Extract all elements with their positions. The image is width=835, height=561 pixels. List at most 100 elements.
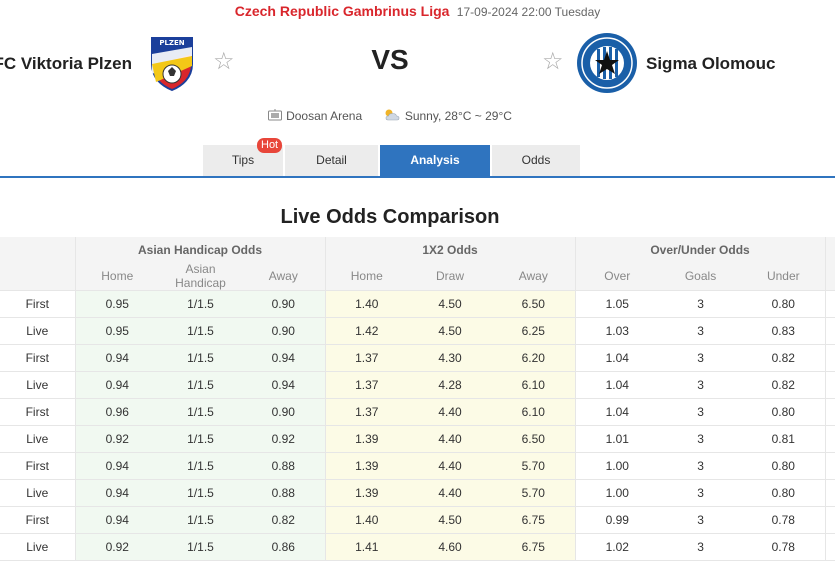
tab-detail[interactable]: Detail bbox=[285, 145, 378, 176]
ou-under-odds[interactable]: 0.80 bbox=[742, 398, 826, 426]
ah-home-odds[interactable]: 0.96 bbox=[74, 398, 159, 426]
1x2-away-odds[interactable]: 6.10 bbox=[492, 371, 576, 399]
ou-over-odds[interactable]: 1.04 bbox=[574, 344, 660, 372]
home-favorite-star-icon[interactable]: ☆ bbox=[213, 48, 235, 75]
ah-away-odds[interactable]: 0.90 bbox=[242, 290, 326, 318]
tab-analysis[interactable]: Analysis bbox=[380, 145, 490, 176]
ou-under-odds[interactable]: 0.80 bbox=[742, 452, 826, 480]
1x2-home-odds[interactable]: 1.39 bbox=[324, 452, 409, 480]
1x2-away-odds[interactable]: 6.50 bbox=[492, 290, 576, 318]
ah-away-odds[interactable]: 0.86 bbox=[242, 533, 326, 561]
1x2-away-odds[interactable]: 6.50 bbox=[492, 425, 576, 453]
1x2-draw-odds[interactable]: 4.50 bbox=[408, 317, 493, 345]
1x2-draw-odds[interactable]: 4.28 bbox=[408, 371, 493, 399]
ou-under-odds[interactable]: 0.78 bbox=[742, 533, 826, 561]
1x2-home-odds[interactable]: 1.37 bbox=[324, 398, 409, 426]
1x2-home-odds[interactable]: 1.37 bbox=[324, 371, 409, 399]
ah-away-odds[interactable]: 0.94 bbox=[242, 344, 326, 372]
1x2-draw-odds[interactable]: 4.50 bbox=[408, 290, 493, 318]
ou-over-odds[interactable]: 1.02 bbox=[574, 533, 660, 561]
match-datetime: 17-09-2024 22:00 Tuesday bbox=[456, 5, 601, 19]
ah-home-odds[interactable]: 0.94 bbox=[74, 506, 159, 534]
1x2-home-odds[interactable]: 1.39 bbox=[324, 425, 409, 453]
ou-over-odds[interactable]: 0.99 bbox=[574, 506, 660, 534]
home-team-name[interactable]: FC Viktoria Plzen bbox=[0, 54, 132, 73]
1x2-away-odds[interactable]: 6.10 bbox=[492, 398, 576, 426]
ah-home-odds[interactable]: 0.94 bbox=[74, 371, 159, 399]
ah-away-odds[interactable]: 0.90 bbox=[242, 398, 326, 426]
1x2-draw-odds[interactable]: 4.40 bbox=[408, 452, 493, 480]
tab-underline bbox=[0, 176, 835, 178]
ou-under-odds[interactable]: 0.78 bbox=[742, 506, 826, 534]
col-1x2-draw: Draw bbox=[408, 262, 493, 291]
ou-under-odds[interactable]: 0.80 bbox=[742, 479, 826, 507]
1x2-home-odds[interactable]: 1.40 bbox=[324, 290, 409, 318]
ou-goals-line: 3 bbox=[659, 425, 743, 453]
col-ou-goals: Goals bbox=[659, 262, 743, 291]
1x2-away-odds[interactable]: 5.70 bbox=[492, 452, 576, 480]
ah-away-odds[interactable]: 0.92 bbox=[242, 425, 326, 453]
ou-under-odds[interactable]: 0.82 bbox=[742, 371, 826, 399]
ou-under-odds[interactable]: 0.82 bbox=[742, 344, 826, 372]
ah-home-odds[interactable]: 0.95 bbox=[74, 317, 159, 345]
ou-over-odds[interactable]: 1.04 bbox=[574, 371, 660, 399]
1x2-away-odds[interactable]: 6.75 bbox=[492, 506, 576, 534]
ah-away-odds[interactable]: 0.82 bbox=[242, 506, 326, 534]
ou-goals-line: 3 bbox=[659, 371, 743, 399]
ah-home-odds[interactable]: 0.94 bbox=[74, 344, 159, 372]
ah-away-odds[interactable]: 0.94 bbox=[242, 371, 326, 399]
table-row: Live 0.94 1/1.5 0.94 1.37 4.28 6.10 1.04 3 0.82 bbox=[0, 371, 835, 399]
hot-badge: Hot bbox=[257, 138, 283, 153]
1x2-away-odds[interactable]: 5.70 bbox=[492, 479, 576, 507]
tab-tips[interactable]: Tips Hot bbox=[203, 138, 283, 176]
1x2-draw-odds[interactable]: 4.30 bbox=[408, 344, 493, 372]
1x2-home-odds[interactable]: 1.39 bbox=[324, 479, 409, 507]
section-title: Live Odds Comparison bbox=[280, 206, 500, 228]
ah-home-odds[interactable]: 0.92 bbox=[74, 533, 159, 561]
versus-label: VS bbox=[371, 44, 409, 75]
ah-away-odds[interactable]: 0.88 bbox=[242, 452, 326, 480]
ou-goals-line: 3 bbox=[659, 317, 743, 345]
col-ah-home: Home bbox=[74, 262, 159, 291]
1x2-draw-odds[interactable]: 4.40 bbox=[408, 479, 493, 507]
ah-handicap-value: 1/1.5 bbox=[159, 533, 242, 561]
away-team-name[interactable]: Sigma Olomouc bbox=[646, 54, 776, 73]
ah-home-odds[interactable]: 0.95 bbox=[74, 290, 159, 318]
ou-over-odds[interactable]: 1.00 bbox=[574, 479, 660, 507]
ou-over-odds[interactable]: 1.03 bbox=[574, 317, 660, 345]
ou-over-odds[interactable]: 1.05 bbox=[574, 290, 660, 318]
weather-text: Sunny, 28°C ~ 29°C bbox=[404, 109, 512, 123]
1x2-draw-odds[interactable]: 4.40 bbox=[408, 425, 493, 453]
league-name[interactable]: Czech Republic Gambrinus Liga bbox=[234, 3, 450, 19]
ah-away-odds[interactable]: 0.88 bbox=[242, 479, 326, 507]
1x2-away-odds[interactable]: 6.25 bbox=[492, 317, 576, 345]
ah-home-odds[interactable]: 0.92 bbox=[74, 425, 159, 453]
home-team-crest[interactable]: PLZEN bbox=[148, 34, 196, 92]
row-type-label: Live bbox=[0, 371, 75, 399]
away-favorite-star-icon[interactable]: ☆ bbox=[542, 48, 564, 75]
1x2-away-odds[interactable]: 6.75 bbox=[492, 533, 576, 561]
1x2-home-odds[interactable]: 1.37 bbox=[324, 344, 409, 372]
1x2-home-odds[interactable]: 1.40 bbox=[324, 506, 409, 534]
ou-under-odds[interactable]: 0.80 bbox=[742, 290, 826, 318]
1x2-draw-odds[interactable]: 4.50 bbox=[408, 506, 493, 534]
1x2-home-odds[interactable]: 1.41 bbox=[324, 533, 409, 561]
away-team-crest[interactable] bbox=[576, 32, 638, 94]
ou-over-odds[interactable]: 1.04 bbox=[574, 398, 660, 426]
1x2-home-odds[interactable]: 1.42 bbox=[324, 317, 409, 345]
ah-away-odds[interactable]: 0.90 bbox=[242, 317, 326, 345]
odds-comparison-table: Asian Handicap Odds 1X2 Odds Over/Under … bbox=[0, 237, 835, 561]
1x2-away-odds[interactable]: 6.20 bbox=[492, 344, 576, 372]
ou-under-odds[interactable]: 0.81 bbox=[742, 425, 826, 453]
ou-over-odds[interactable]: 1.00 bbox=[574, 452, 660, 480]
ou-over-odds[interactable]: 1.01 bbox=[574, 425, 660, 453]
ah-home-odds[interactable]: 0.94 bbox=[74, 479, 159, 507]
ou-goals-line: 3 bbox=[659, 479, 743, 507]
ah-home-odds[interactable]: 0.94 bbox=[74, 452, 159, 480]
tab-odds[interactable]: Odds bbox=[492, 145, 580, 176]
1x2-draw-odds[interactable]: 4.40 bbox=[408, 398, 493, 426]
ou-under-odds[interactable]: 0.83 bbox=[742, 317, 826, 345]
col-1x2-away: Away bbox=[492, 262, 576, 291]
1x2-draw-odds[interactable]: 4.60 bbox=[408, 533, 493, 561]
row-type-label: First bbox=[0, 398, 75, 426]
